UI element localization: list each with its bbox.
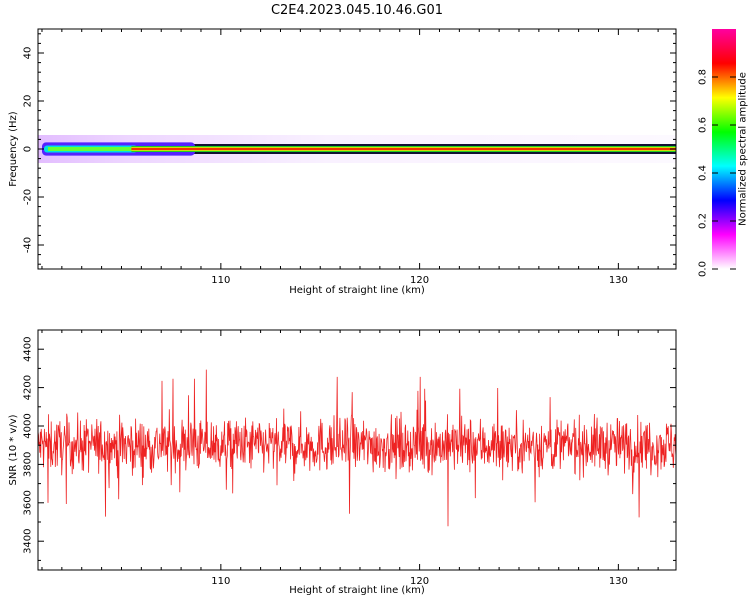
y-tick-label: 4000: [23, 413, 34, 438]
spectrogram-panel: 110 120 130 -40 -20 0 20 40 Height of straight l…: [8, 28, 677, 296]
y-tick-label: 20: [23, 95, 34, 108]
spectrogram-band-green: [48, 147, 134, 151]
x-axis-label: Height of straight line (km): [289, 285, 425, 296]
colorbar-tick-label: 0.8: [698, 69, 709, 85]
x-tick-label: 110: [211, 275, 230, 286]
x-tick-label: 130: [609, 576, 628, 587]
y-tick-label: 4400: [23, 336, 34, 361]
colorbar-gradient: [712, 29, 736, 269]
y-tick-label: 4200: [23, 375, 34, 400]
y-tick-label: 40: [23, 47, 34, 60]
y-axis-label: Frequency (Hz): [8, 111, 19, 187]
y-tick-label: -40: [23, 237, 34, 253]
x-tick-label: 130: [609, 275, 628, 286]
y-tick-label: 3600: [23, 490, 34, 515]
y-tick-label: 0: [23, 146, 34, 152]
y-tick-label: 3800: [23, 452, 34, 477]
colorbar-tick-label: 0.4: [698, 165, 709, 181]
spectrogram-area: [38, 135, 676, 163]
snr-frame: [37, 329, 677, 571]
colorbar: 0.0 0.2 0.4 0.6 0.8 Normalized spectral ampli…: [698, 29, 749, 277]
snr-plot-area: [38, 369, 676, 527]
x-tick-label: 120: [410, 576, 429, 587]
y-tick-label: -20: [23, 189, 34, 205]
y-tick-label: 3400: [23, 528, 34, 553]
y-axis-label: SNR (10 * v/v): [8, 414, 19, 485]
snr-panel: 110 120 130 3400 3600 3800 4000 4200 4400 Height …: [8, 329, 677, 596]
x-tick-label: 110: [211, 576, 230, 587]
colorbar-tick-label: 0.6: [698, 117, 709, 133]
figure-title: C2E4.2023.045.10.46.G01: [271, 3, 443, 18]
colorbar-tick-label: 0.2: [698, 213, 709, 229]
x-tick-label: 120: [410, 275, 429, 286]
x-axis-label: Height of straight line (km): [289, 585, 425, 596]
colorbar-label: Normalized spectral amplitude: [738, 72, 749, 226]
snr-series-line: [38, 369, 676, 527]
colorbar-tick-label: 0.0: [698, 261, 709, 277]
spectrogram-peak-line: [131, 148, 676, 150]
